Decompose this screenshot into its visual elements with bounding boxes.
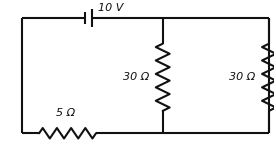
Text: 30 Ω: 30 Ω [123, 72, 149, 82]
Text: 5 Ω: 5 Ω [55, 108, 75, 118]
Text: 10 V: 10 V [99, 3, 124, 13]
Text: 30 Ω: 30 Ω [229, 72, 255, 82]
